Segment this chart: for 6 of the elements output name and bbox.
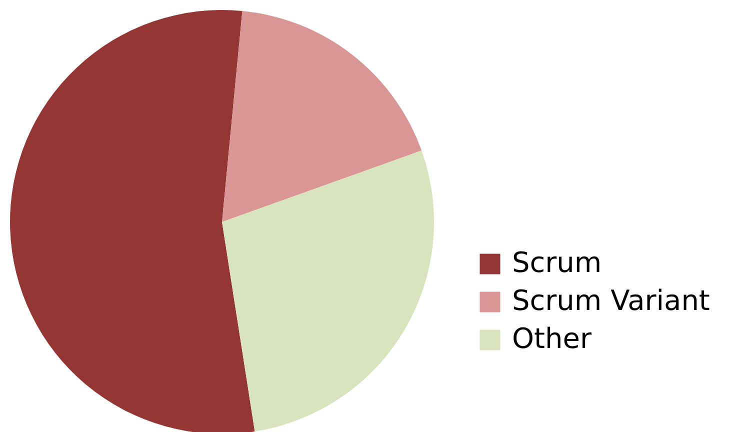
pie-slice bbox=[222, 150, 434, 432]
legend-label: Other bbox=[512, 322, 592, 355]
legend-label: Scrum bbox=[512, 246, 602, 279]
pie-slice bbox=[222, 10, 422, 222]
pie-slice bbox=[10, 10, 255, 432]
legend-label: Scrum Variant bbox=[512, 284, 710, 317]
